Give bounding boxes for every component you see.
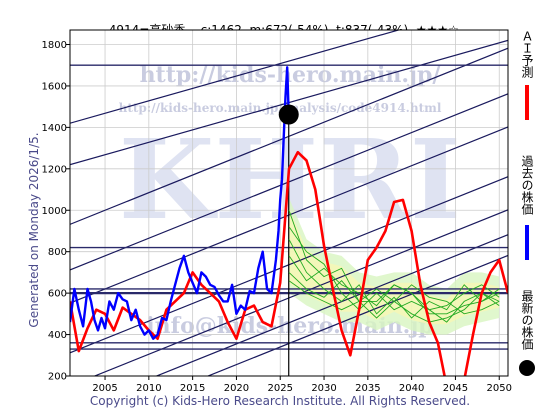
legend-swatch xyxy=(519,360,535,376)
past-price-line xyxy=(70,66,290,340)
y-tick-label: 800 xyxy=(48,247,67,258)
simulation-line xyxy=(288,255,500,315)
x-tick-label: 2040 xyxy=(399,383,424,394)
x-tick-label: 2015 xyxy=(180,383,205,394)
forecast-shading xyxy=(289,197,500,335)
y-tick-label: 1400 xyxy=(42,123,67,134)
axes: 2005 2010 2015 2020 2025 2030 2035 2040 2045 2050… xyxy=(42,29,512,394)
ai-forecast-series xyxy=(70,150,508,376)
x-tick-label: 2050 xyxy=(487,383,512,394)
ai-forecast-line xyxy=(70,150,508,376)
y-tick-label: 200 xyxy=(48,372,67,383)
x-tick-label: 2025 xyxy=(268,383,293,394)
simulation-line xyxy=(288,226,500,323)
simulation-line xyxy=(288,280,500,323)
simulation-core-band xyxy=(289,208,500,325)
x-tick-label: 2030 xyxy=(311,383,336,394)
y-tick-label: 600 xyxy=(48,289,67,300)
y-tick-label: 1000 xyxy=(42,206,67,217)
past-price-series xyxy=(70,66,290,340)
y-tick-label: 1800 xyxy=(42,40,67,51)
x-tick-label: 2005 xyxy=(92,383,117,394)
simulation-line xyxy=(288,239,500,319)
x-tick-label: 2020 xyxy=(224,383,249,394)
x-tick-label: 2035 xyxy=(355,383,380,394)
latest-marker-layer xyxy=(278,104,299,125)
copyright-footer: Copyright (c) Kids-Hero Research Institu… xyxy=(89,394,471,408)
simulation-lines xyxy=(288,210,500,323)
legend-label: ＡＩ予測 xyxy=(520,30,534,79)
y-tick-label: 1200 xyxy=(42,164,67,175)
x-tick-label: 2045 xyxy=(443,383,468,394)
legend-label: 最新の株価 xyxy=(520,290,534,350)
y-tick-label: 400 xyxy=(48,330,67,341)
latest-price-marker xyxy=(278,104,299,125)
y-tick-label: 1600 xyxy=(42,81,67,92)
url-watermark: http://kids-hero.main.jp/ xyxy=(140,62,442,88)
channel-line xyxy=(70,30,401,124)
x-tick-label: 2010 xyxy=(136,383,161,394)
legend-label: 過去の株価 xyxy=(520,155,534,215)
plot-frame xyxy=(69,29,509,377)
